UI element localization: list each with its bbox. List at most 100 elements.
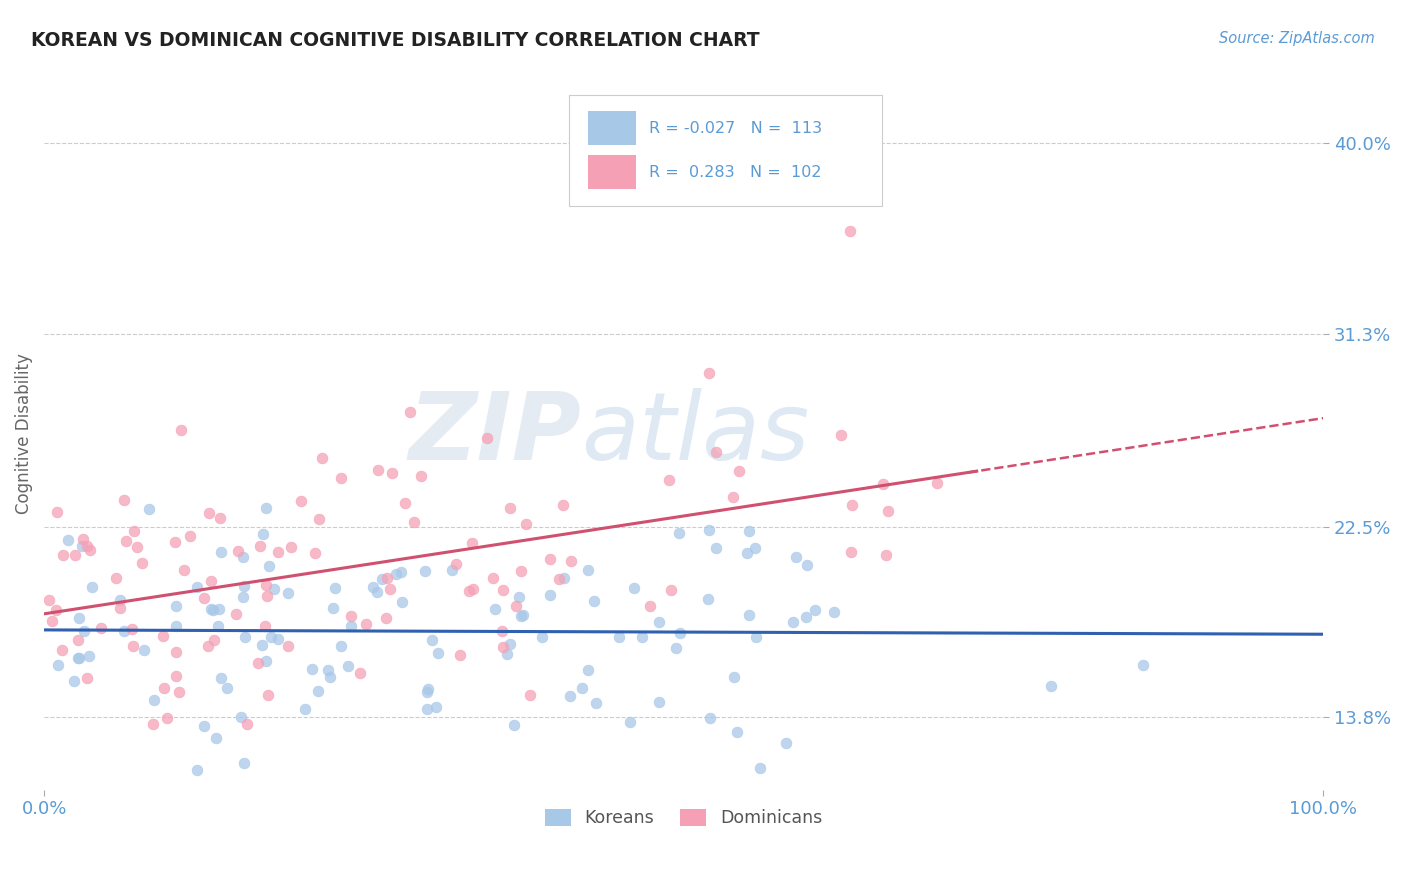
Point	[186, 763, 208, 777]
Point	[200, 601, 222, 615]
Point	[277, 639, 299, 653]
Point	[249, 540, 271, 554]
Point	[585, 696, 607, 710]
Point	[404, 515, 426, 529]
Point	[63, 548, 86, 562]
Point	[170, 423, 193, 437]
Point	[165, 619, 187, 633]
Point	[531, 630, 554, 644]
Point	[152, 629, 174, 643]
Point	[45, 603, 67, 617]
Point	[505, 599, 527, 613]
Point	[90, 621, 112, 635]
Point	[619, 715, 641, 730]
Point	[548, 572, 571, 586]
Point	[491, 640, 513, 655]
Point	[623, 581, 645, 595]
Point	[1132, 657, 1154, 672]
Point	[318, 670, 340, 684]
Point	[723, 490, 745, 504]
Point	[444, 557, 467, 571]
Point	[115, 534, 138, 549]
Point	[165, 599, 187, 614]
Point	[294, 702, 316, 716]
Point	[391, 595, 413, 609]
Point	[665, 641, 688, 656]
Point	[76, 671, 98, 685]
Point	[263, 582, 285, 597]
Point	[339, 609, 361, 624]
Point	[232, 756, 254, 770]
Point	[775, 736, 797, 750]
Point	[723, 670, 745, 684]
Point	[246, 657, 269, 671]
Point	[226, 544, 249, 558]
Point	[425, 700, 447, 714]
Point	[143, 693, 166, 707]
Point	[394, 496, 416, 510]
Point	[375, 571, 398, 585]
Point	[499, 501, 522, 516]
Point	[253, 619, 276, 633]
Point	[225, 607, 247, 621]
Point	[872, 476, 894, 491]
Point	[607, 630, 630, 644]
Point	[209, 671, 232, 685]
Point	[233, 579, 256, 593]
Point	[361, 580, 384, 594]
Point	[67, 611, 90, 625]
Point	[72, 539, 94, 553]
Point	[229, 710, 252, 724]
Point	[108, 593, 131, 607]
Point	[280, 540, 302, 554]
Point	[336, 659, 359, 673]
Point	[839, 545, 862, 559]
Point	[658, 473, 681, 487]
Point	[77, 648, 100, 663]
Point	[782, 615, 804, 629]
Point	[156, 711, 179, 725]
Text: KOREAN VS DOMINICAN COGNITIVE DISABILITY CORRELATION CHART: KOREAN VS DOMINICAN COGNITIVE DISABILITY…	[31, 31, 759, 50]
Point	[202, 633, 225, 648]
Point	[484, 602, 506, 616]
Point	[41, 614, 63, 628]
Point	[508, 590, 530, 604]
Point	[153, 681, 176, 695]
Point	[420, 633, 443, 648]
Point	[380, 582, 402, 596]
Point	[482, 571, 505, 585]
Point	[925, 476, 948, 491]
Point	[697, 523, 720, 537]
Point	[193, 719, 215, 733]
Point	[165, 645, 187, 659]
FancyBboxPatch shape	[588, 155, 637, 189]
Point	[576, 663, 599, 677]
Y-axis label: Cognitive Disability: Cognitive Disability	[15, 353, 32, 514]
Point	[66, 632, 89, 647]
Point	[51, 642, 73, 657]
Point	[304, 546, 326, 560]
Point	[668, 525, 690, 540]
Point	[426, 646, 449, 660]
Point	[704, 444, 727, 458]
Point	[411, 469, 433, 483]
Point	[668, 626, 690, 640]
Point	[52, 548, 75, 562]
Point	[252, 527, 274, 541]
Point	[201, 603, 224, 617]
Point	[193, 591, 215, 606]
Point	[416, 682, 439, 697]
Point	[257, 689, 280, 703]
Point	[823, 605, 845, 619]
Point	[538, 552, 561, 566]
Point	[841, 498, 863, 512]
Point	[461, 582, 484, 596]
Point	[560, 690, 582, 704]
Text: ZIP: ZIP	[409, 387, 581, 480]
Point	[553, 571, 575, 585]
Point	[307, 684, 329, 698]
Point	[648, 615, 671, 630]
Point	[62, 674, 84, 689]
Point	[725, 724, 748, 739]
Point	[738, 524, 761, 538]
